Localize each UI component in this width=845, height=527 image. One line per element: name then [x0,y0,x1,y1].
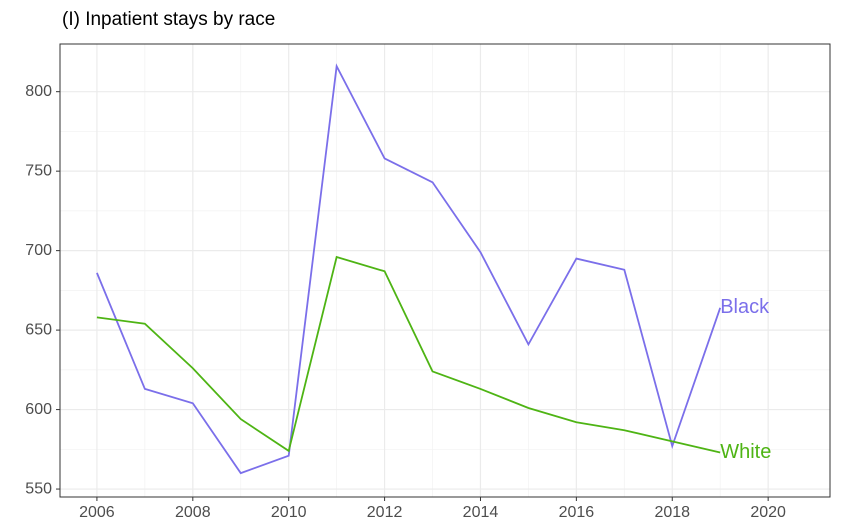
x-tick-label: 2020 [750,504,786,521]
series-label: Black [720,296,770,318]
panel-border [59,43,831,498]
chart-title: (I) Inpatient stays by race [62,9,275,30]
x-tick-label: 2018 [654,504,690,521]
y-tick-label: 600 [25,401,52,418]
line-series [96,255,721,454]
y-tick-label: 800 [25,83,52,100]
y-tick-label: 750 [25,162,52,179]
x-tick-label: 2014 [463,504,499,521]
x-tick-label: 2006 [79,504,115,521]
y-tick-label: 550 [25,480,52,497]
y-tick-label: 650 [25,321,52,338]
x-tick-label: 2012 [367,504,403,521]
x-tick-label: 2016 [559,504,595,521]
x-tick-label: 2008 [175,504,211,521]
series-label: White [720,441,771,463]
x-tick-label: 2010 [271,504,307,521]
line-series [96,63,722,475]
y-tick-label: 700 [25,242,52,259]
